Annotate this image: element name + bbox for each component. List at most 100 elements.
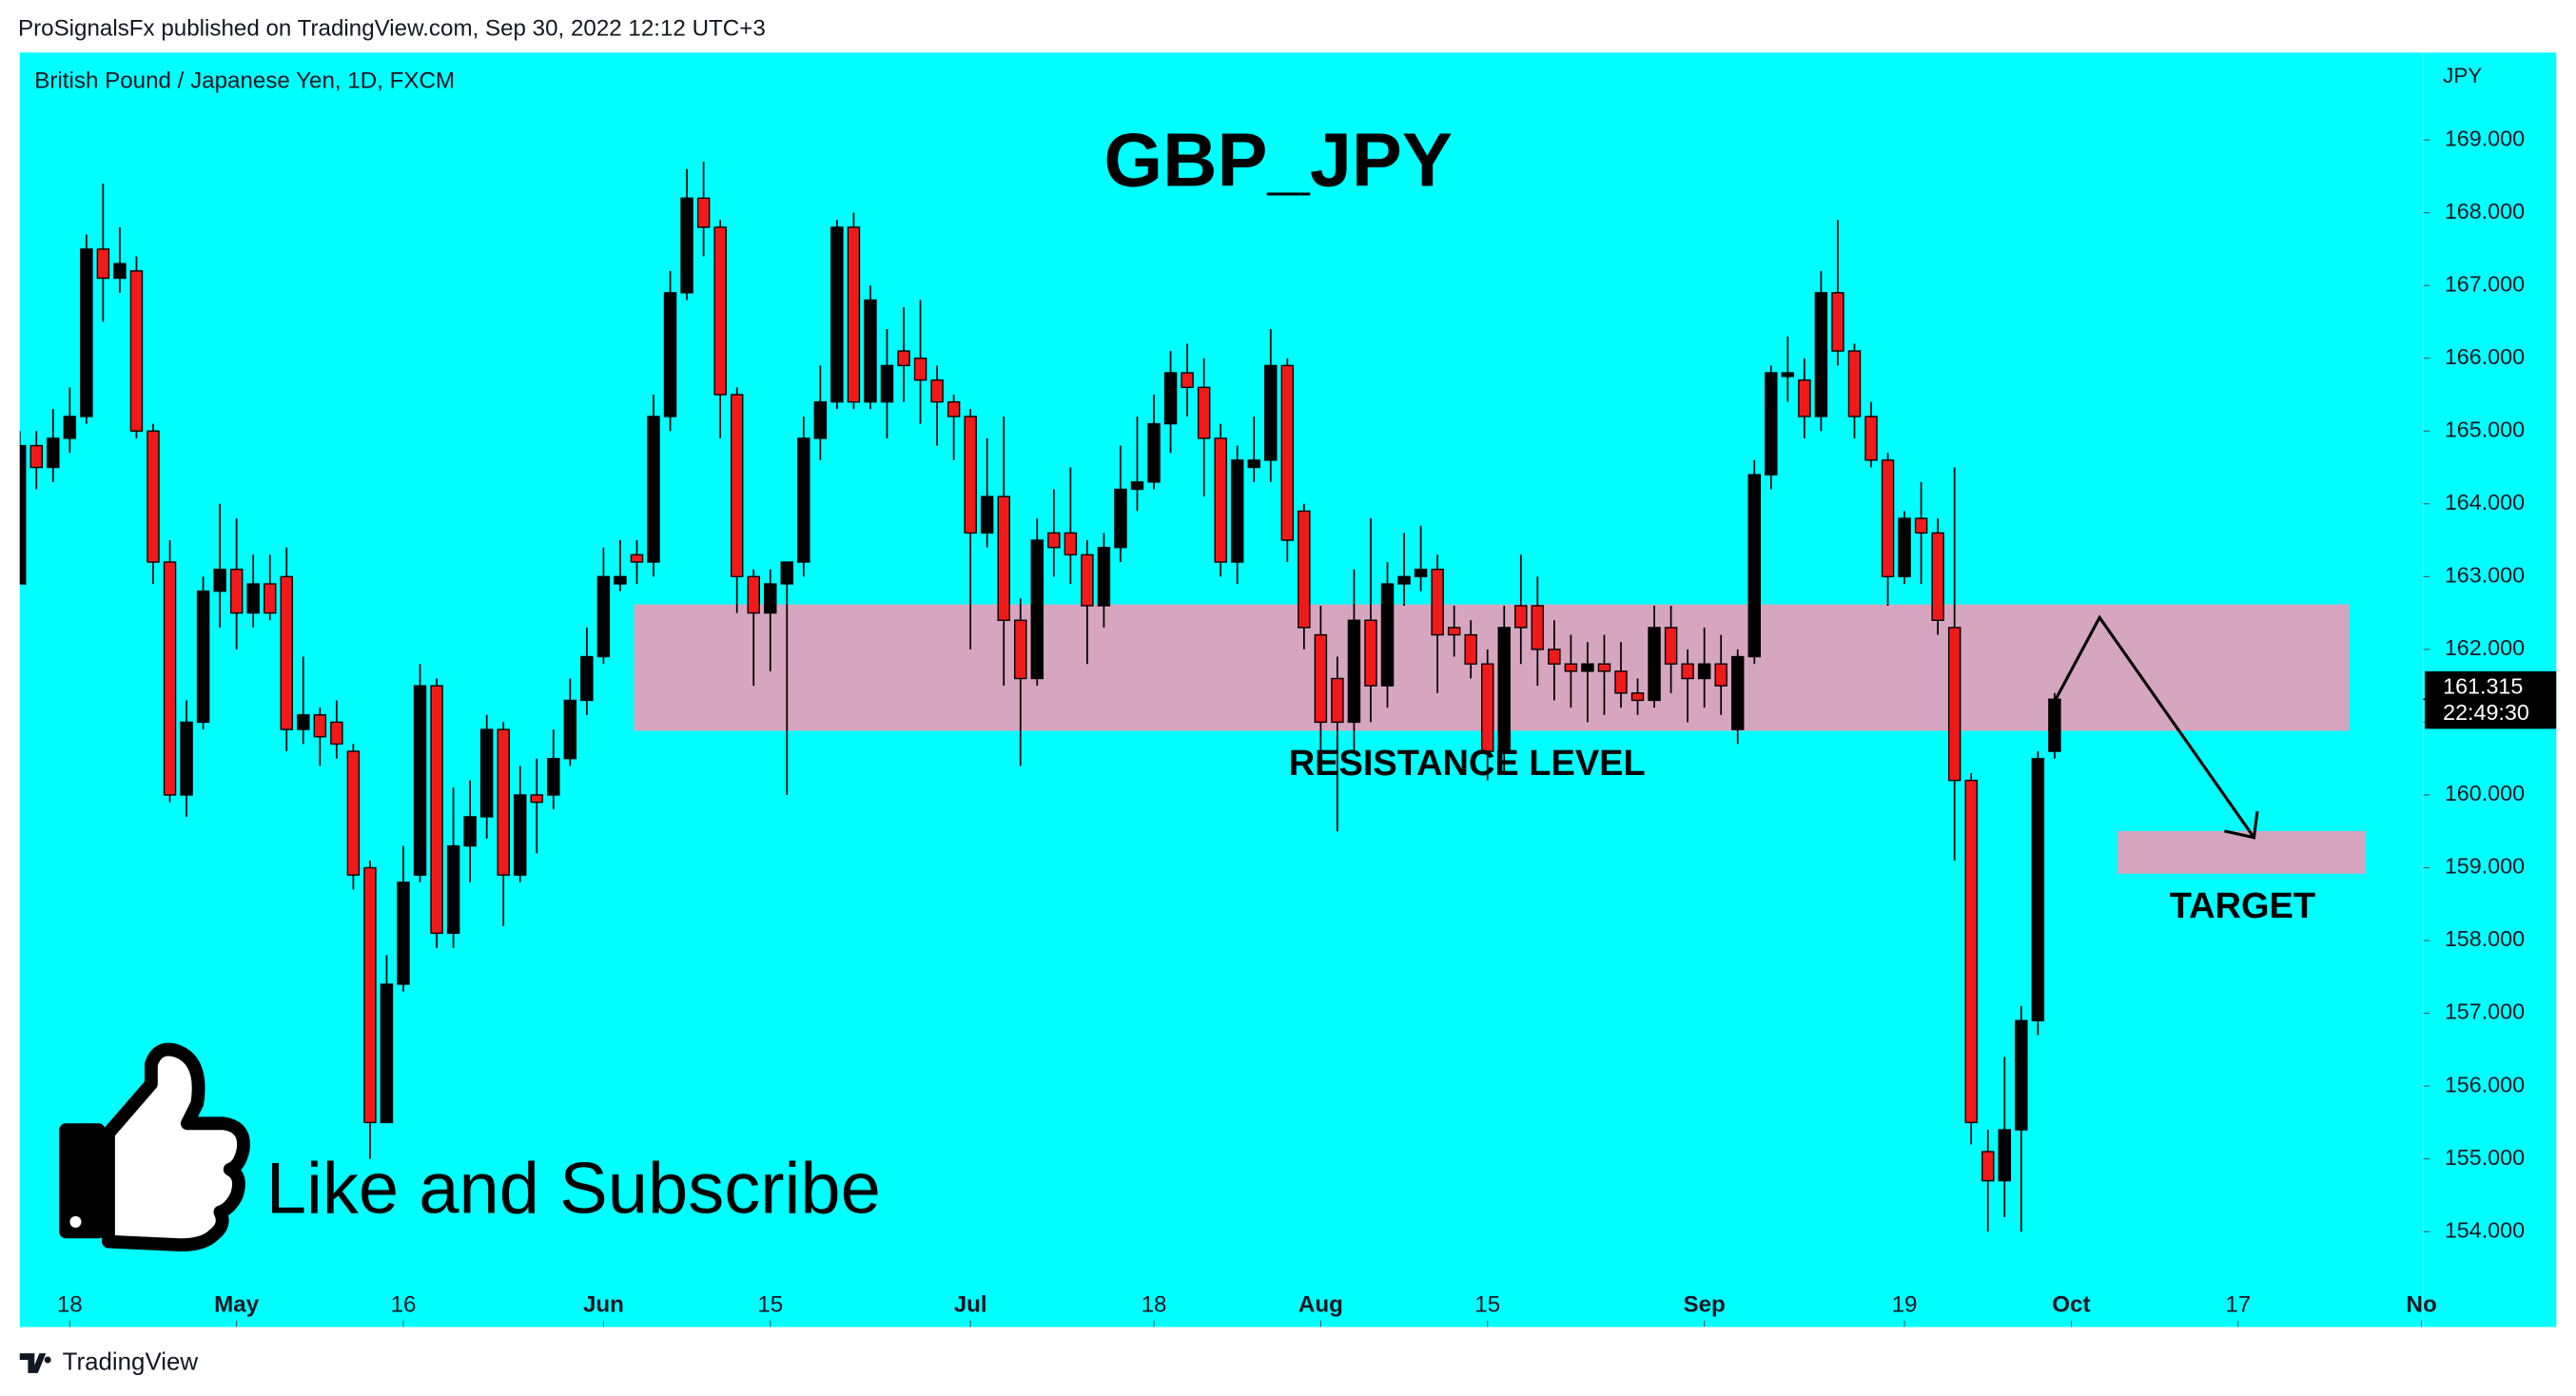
candle-body [213,569,226,592]
candle-body [980,495,994,534]
thumbs-up-icon [59,1042,250,1252]
x-tick-label: 15 [757,1291,783,1317]
candle-body [47,437,60,469]
y-tick-label: 155.000 [2445,1145,2525,1170]
candle-body [1864,416,1878,461]
candle-body [813,400,828,439]
candle-body [1981,1151,1995,1182]
candle-body [1414,569,1428,578]
candle-body [330,721,343,746]
candle-body [229,569,244,614]
candle-body [1047,532,1061,549]
candle-body [580,655,594,702]
candles [12,162,2061,1232]
candle-body [1765,372,1778,475]
candle-body [129,270,144,432]
candle-body [1064,532,1078,556]
y-tick-label: 163.000 [2445,563,2525,588]
candle-body [913,358,927,381]
candle-body [1347,619,1361,724]
candle-body [1114,488,1127,549]
projection-arrow [2048,614,2255,839]
candle-body [2031,758,2045,1021]
candle-body [1898,517,1911,578]
candle-body [96,248,110,280]
y-tick-label: 158.000 [2445,926,2525,951]
y-tick-label: 159.000 [2445,854,2525,879]
x-tick-label: 15 [1474,1291,1500,1317]
candle-body [1781,372,1795,378]
candle-body [1497,627,1511,752]
target-zone [2117,830,2366,874]
candle-body [1831,292,1844,352]
candle-body [430,685,443,935]
candle-body [1697,663,1711,680]
candle-body [1947,627,1961,782]
candle-body [730,394,744,578]
candle-body [463,816,477,847]
candle-body [1197,386,1211,439]
candle-body [1431,569,1444,636]
candle-body [80,248,93,417]
y-tick-label: 154.000 [2445,1217,2525,1242]
candle-body [380,983,394,1124]
candle-body [313,714,327,738]
x-tick-label: 18 [1142,1291,1167,1317]
candle-body [1214,437,1227,563]
candle-body [1564,663,1578,672]
candle-body [146,430,160,563]
candle-body [1447,627,1461,636]
candle-body [780,561,794,585]
candle-body [497,728,510,876]
candle-body [1397,575,1411,585]
x-tick-label: May [214,1291,260,1317]
candle-body [1264,364,1278,461]
y-tick-label: 166.000 [2445,344,2525,369]
candle-body [847,226,861,403]
candle-body [1130,481,1144,491]
y-tick-label: 168.000 [2445,199,2525,223]
candle-body [1364,619,1377,687]
candle-body [647,416,660,563]
candle-body [1548,649,1561,665]
candle-body [880,364,894,403]
x-tick-label: Sep [1684,1291,1726,1317]
candle-body [29,444,43,469]
thumb-cuff [59,1123,106,1239]
candle-body [930,379,944,403]
x-tick-label: Jun [583,1291,624,1317]
y-tick-label: 165.000 [2445,417,2525,441]
y-tick-label: 162.000 [2445,635,2525,660]
candle-body [530,794,544,804]
candle-body [1798,379,1811,417]
candle-body [1480,663,1494,752]
candle-body [1380,583,1395,687]
candle-body [1931,532,1944,621]
candle-body [1247,459,1260,469]
x-tick-label: Oct [2052,1291,2090,1317]
candle-body [1314,633,1328,724]
y-tick-label: 164.000 [2445,490,2525,514]
candle-body [1081,553,1094,607]
candle-body [563,699,577,760]
candle-body [1747,474,1762,658]
y-axis-label: JPY [2443,64,2482,87]
candle-body [1630,692,1645,702]
candle-body [113,262,127,280]
candle-body [1581,663,1594,672]
candle-body [663,292,677,417]
candle-body [479,728,494,818]
x-tick-label: 17 [2225,1291,2251,1317]
subtitle: British Pound / Japanese Yen, 1D, FXCM [34,68,455,94]
candle-body [797,437,810,563]
candle-body [964,416,977,534]
thumb-dot [69,1215,82,1228]
x-tick-label: 19 [1892,1291,1918,1317]
candle-body [1097,547,1111,607]
cta-label: Like and Subscribe [266,1149,881,1230]
candle-body [1681,663,1694,680]
y-tick-label: 160.000 [2445,781,2525,805]
candle-body [1181,372,1194,389]
footer: TradingView [63,1348,199,1375]
